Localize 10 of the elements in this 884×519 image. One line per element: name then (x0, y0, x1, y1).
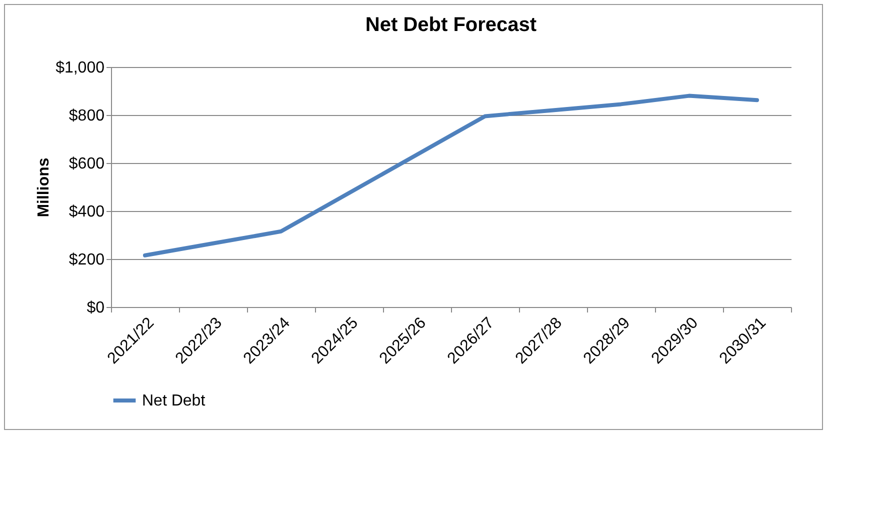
legend-label: Net Debt (142, 392, 206, 410)
y-tick-label: $400 (68, 204, 105, 220)
line-series (143, 94, 759, 258)
chart-title: Net Debt Forecast (365, 14, 537, 36)
y-tick-label: $800 (68, 108, 105, 124)
y-axis-title: Millions (36, 158, 53, 218)
y-tick-label: $0 (86, 300, 105, 316)
y-tick-label: $600 (68, 156, 105, 172)
y-tick-label: $200 (68, 252, 105, 268)
y-tick-label: $1,000 (56, 60, 105, 76)
